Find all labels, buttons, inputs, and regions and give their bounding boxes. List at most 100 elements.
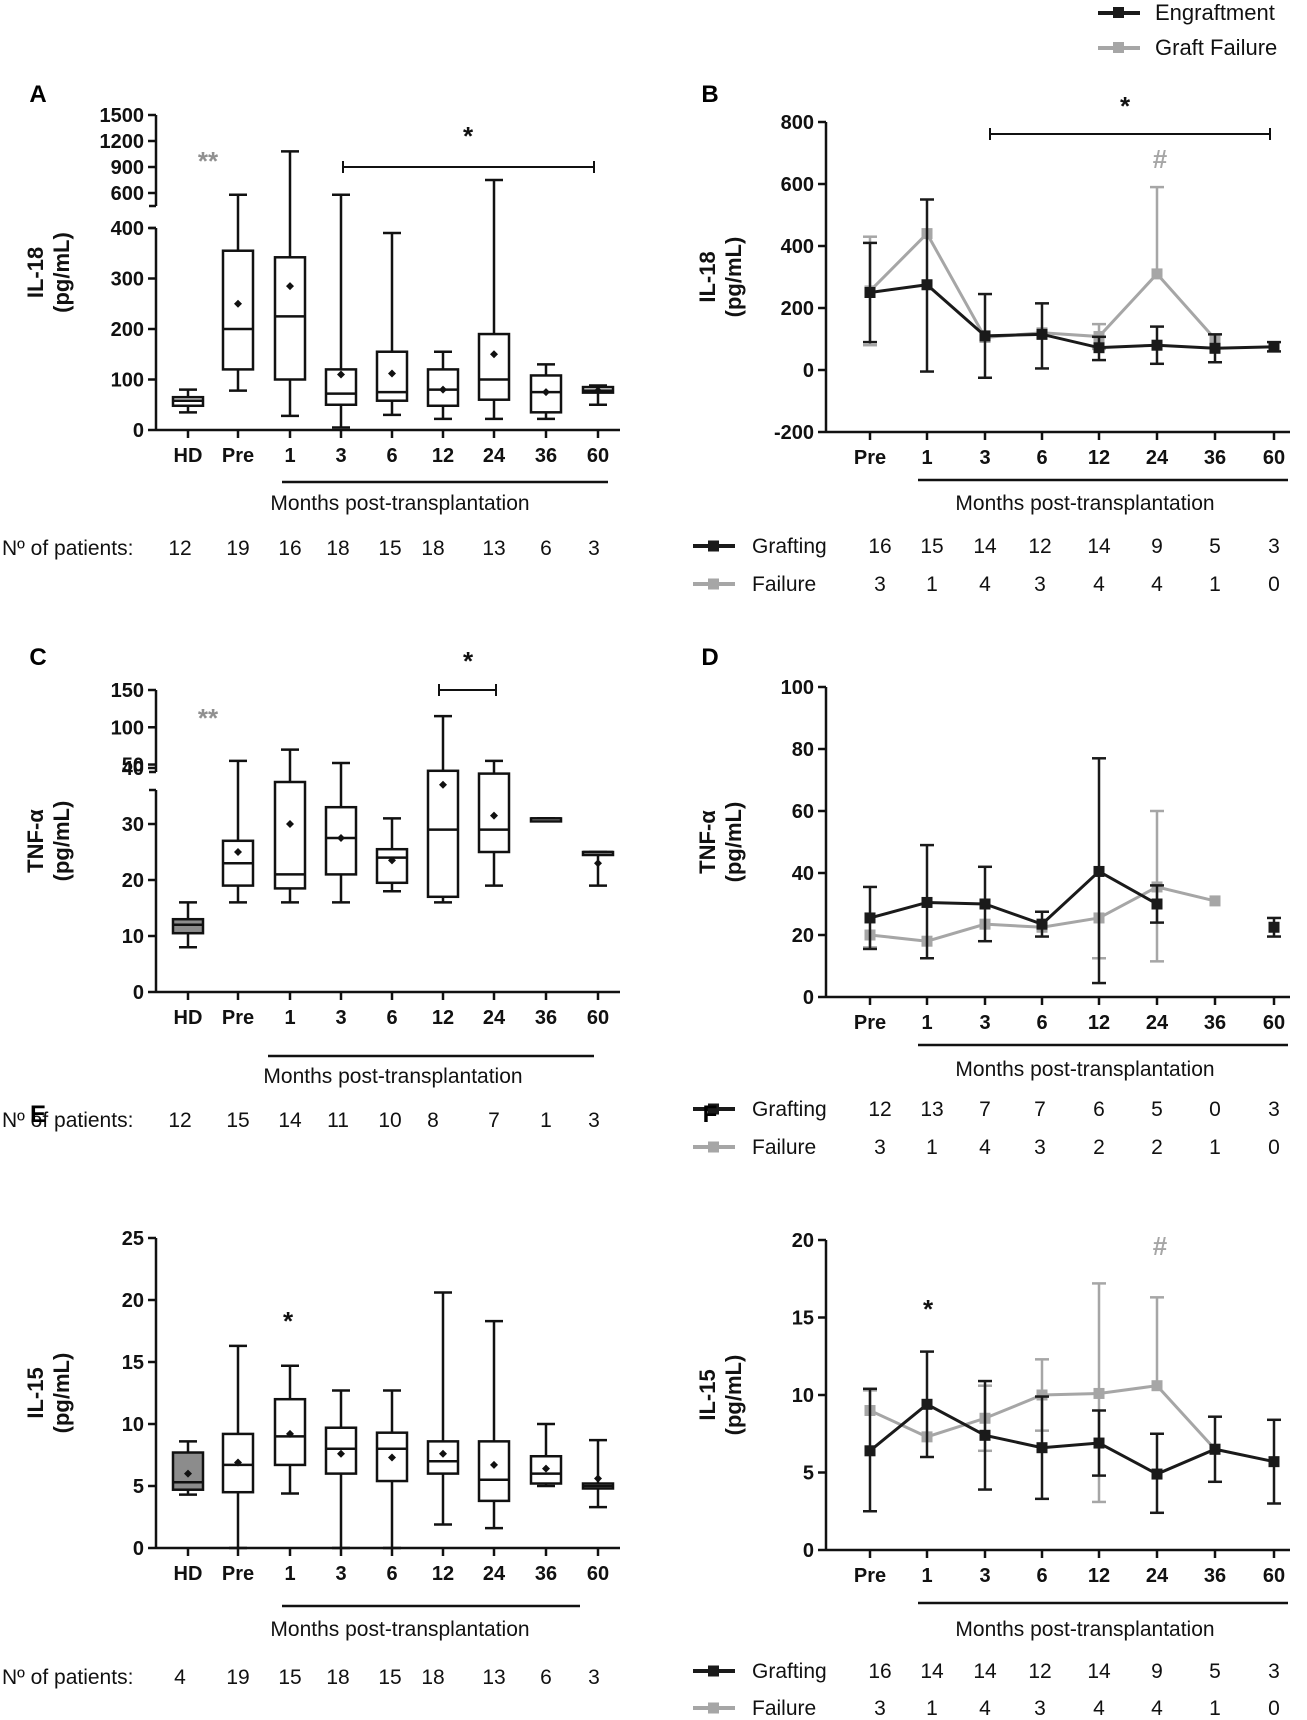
y-axis-label-line1: IL-18 bbox=[695, 251, 720, 302]
counts-value: 5 bbox=[1209, 535, 1221, 558]
y-tick-label: 0 bbox=[803, 360, 814, 382]
box-mean-marker bbox=[234, 1458, 242, 1467]
y-tick-label: 50 bbox=[122, 755, 144, 777]
counts-value: 3 bbox=[1268, 535, 1280, 558]
box-Pre bbox=[221, 193, 255, 392]
box-3 bbox=[324, 761, 358, 904]
x-axis-label: Months post-transplantation bbox=[955, 1618, 1214, 1641]
x-axis-label: Months post-transplantation bbox=[270, 492, 529, 515]
legend-engraftment-marker bbox=[1113, 7, 1124, 18]
patients-count: 6 bbox=[540, 1666, 552, 1689]
box-6 bbox=[375, 231, 409, 417]
counts-legend-marker bbox=[708, 578, 719, 590]
patients-count: 12 bbox=[168, 537, 191, 560]
y-axis: 0 5 10 15 20 25 bbox=[122, 1228, 620, 1560]
counts-row-label: Grafting bbox=[752, 1660, 827, 1683]
data-point bbox=[1268, 341, 1280, 353]
counts-legend-marker bbox=[708, 1103, 719, 1115]
y-tick-label: 20 bbox=[122, 1290, 144, 1312]
counts-value: 1 bbox=[926, 1697, 938, 1720]
data-point bbox=[1036, 1442, 1048, 1454]
x-tick-label: 1 bbox=[921, 1565, 932, 1587]
counts-value: 4 bbox=[1093, 1697, 1105, 1720]
data-point bbox=[1209, 342, 1221, 354]
x-axis-label: Months post-transplantation bbox=[263, 1065, 522, 1088]
y-tick-label: 0 bbox=[803, 1540, 814, 1562]
x-tick-label: 1 bbox=[921, 447, 932, 469]
patients-count: 11 bbox=[327, 1109, 349, 1132]
patients-count: 13 bbox=[482, 1666, 505, 1689]
data-point bbox=[921, 896, 933, 908]
box-iqr bbox=[426, 769, 460, 899]
x-tick-label: 6 bbox=[1036, 1565, 1047, 1587]
counts-value: 14 bbox=[973, 1660, 997, 1683]
box-mean-marker bbox=[594, 1474, 602, 1483]
significance-star: ** bbox=[198, 146, 219, 176]
y-axis-label-line1: IL-18 bbox=[23, 247, 48, 298]
box-mean-marker bbox=[594, 859, 602, 868]
patients-count: 4 bbox=[174, 1666, 186, 1689]
panel-label: B bbox=[701, 81, 718, 108]
panel-label: E bbox=[30, 1101, 46, 1128]
x-tick-label: 24 bbox=[1146, 1565, 1169, 1587]
y-axis: -200 0 200 400 600 800 bbox=[774, 112, 1290, 444]
y-axis-label: TNF-α (pg/mL) bbox=[695, 802, 746, 883]
x-tick-label: 3 bbox=[335, 1007, 346, 1029]
x-tick-label: 12 bbox=[432, 445, 454, 467]
legend-failure-label: Graft Failure bbox=[1155, 35, 1277, 60]
counts-value: 0 bbox=[1209, 1098, 1221, 1121]
patients-label: Nº of patients: bbox=[2, 1666, 133, 1689]
data-point bbox=[1036, 918, 1048, 930]
patients-count: 18 bbox=[421, 1666, 444, 1689]
y-tick-label: 200 bbox=[781, 298, 814, 320]
box-mean-marker bbox=[234, 848, 242, 856]
x-tick-label: 24 bbox=[483, 1007, 506, 1029]
box-24 bbox=[477, 759, 511, 887]
counts-value: 1 bbox=[1209, 1136, 1221, 1159]
counts-value: 12 bbox=[1028, 1660, 1051, 1683]
y-axis-label-line2: (pg/mL) bbox=[49, 801, 74, 882]
data-point bbox=[1209, 895, 1221, 907]
y-tick-label: 400 bbox=[111, 218, 144, 240]
patients-count: 3 bbox=[588, 1666, 600, 1689]
y-tick-label: 1500 bbox=[100, 105, 145, 127]
significance-star: ** bbox=[198, 703, 219, 733]
box-iqr bbox=[477, 1440, 511, 1503]
patients-count: 18 bbox=[326, 1666, 349, 1689]
y-axis: 0 20 40 60 80 100 bbox=[781, 677, 1290, 1009]
patients-label: Nº of patients: bbox=[2, 1109, 133, 1132]
x-tick-label: 36 bbox=[1204, 1565, 1226, 1587]
counts-value: 2 bbox=[1151, 1136, 1163, 1159]
y-tick-label: 100 bbox=[111, 717, 144, 739]
x-axis-label: Months post-transplantation bbox=[270, 1618, 529, 1641]
data-point bbox=[1209, 1443, 1221, 1455]
patients-count: 12 bbox=[168, 1109, 191, 1132]
significance-star: * bbox=[283, 1306, 294, 1336]
counts-row-label: Grafting bbox=[752, 1098, 827, 1121]
patients-count: 1 bbox=[540, 1109, 552, 1132]
patients-count: 8 bbox=[427, 1109, 439, 1132]
series-line bbox=[869, 1402, 1275, 1476]
box-60 bbox=[581, 384, 615, 406]
x-tick-label: 3 bbox=[979, 447, 990, 469]
counts-value: 0 bbox=[1268, 1136, 1280, 1159]
x-tick-label: 36 bbox=[1204, 447, 1226, 469]
counts-value: 4 bbox=[979, 1697, 991, 1720]
x-tick-label: 1 bbox=[284, 1007, 295, 1029]
data-point bbox=[1151, 1380, 1163, 1392]
counts-value: 14 bbox=[1087, 535, 1111, 558]
counts-value: 3 bbox=[874, 573, 886, 596]
y-tick-label: 25 bbox=[122, 1228, 144, 1250]
box-Pre bbox=[221, 759, 255, 904]
data-point bbox=[1093, 342, 1105, 354]
box-mean-marker bbox=[439, 1449, 447, 1458]
x-tick-label: Pre bbox=[222, 445, 254, 467]
x-tick-label: 12 bbox=[1088, 1565, 1110, 1587]
box-mean-marker bbox=[388, 856, 396, 865]
y-tick-label: 20 bbox=[792, 925, 814, 947]
box-36 bbox=[529, 817, 563, 823]
box-mean-marker bbox=[439, 780, 447, 789]
counts-value: 12 bbox=[868, 1098, 891, 1121]
data-point bbox=[1036, 1389, 1048, 1401]
